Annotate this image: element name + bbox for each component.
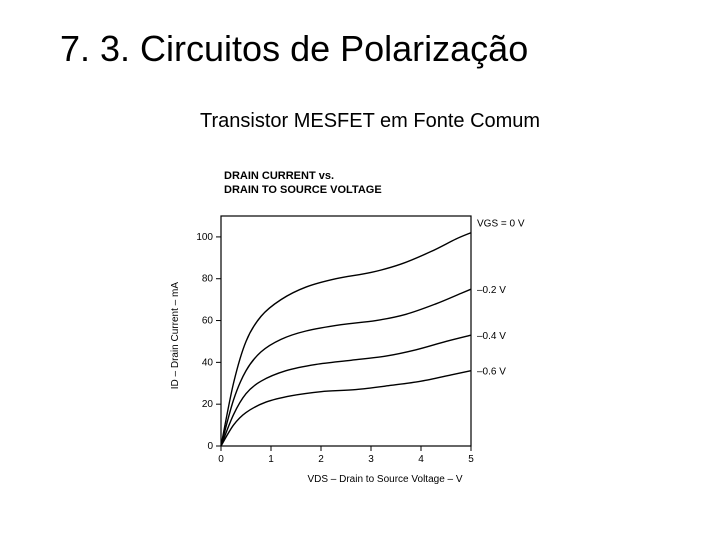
svg-text:3: 3 bbox=[368, 454, 374, 465]
svg-text:0: 0 bbox=[207, 441, 213, 452]
svg-text:–0.4 V: –0.4 V bbox=[477, 331, 506, 342]
svg-text:VGS = 0 V: VGS = 0 V bbox=[477, 218, 525, 229]
svg-text:60: 60 bbox=[202, 315, 214, 326]
svg-text:40: 40 bbox=[202, 357, 214, 368]
chart-title-line2: DRAIN TO SOURCE VOLTAGE bbox=[224, 184, 382, 196]
svg-text:20: 20 bbox=[202, 399, 214, 410]
mesfet-iv-chart: DRAIN CURRENT vs. DRAIN TO SOURCE VOLTAG… bbox=[170, 170, 550, 490]
svg-text:4: 4 bbox=[418, 454, 424, 465]
x-axis-label: VDS – Drain to Source Voltage – V bbox=[220, 474, 550, 485]
svg-text:1: 1 bbox=[268, 454, 274, 465]
y-axis-label: ID – Drain Current – mA bbox=[170, 282, 181, 389]
chart-title-line1: DRAIN CURRENT vs. bbox=[224, 170, 334, 182]
chart-svg: 0 1 2 3 4 5 0 20 40 60 80 100 VGS = 0 V –0.2 V –0.4 V –… bbox=[187, 204, 537, 468]
chart-title: DRAIN CURRENT vs. DRAIN TO SOURCE VOLTAG… bbox=[224, 170, 550, 198]
svg-text:100: 100 bbox=[196, 231, 213, 242]
svg-text:80: 80 bbox=[202, 273, 214, 284]
svg-text:2: 2 bbox=[318, 454, 324, 465]
page-title: 7. 3. Circuitos de Polarização bbox=[60, 28, 528, 70]
svg-text:–0.2 V: –0.2 V bbox=[477, 285, 506, 296]
svg-text:–0.6 V: –0.6 V bbox=[477, 366, 506, 377]
svg-text:5: 5 bbox=[468, 454, 474, 465]
page-subtitle: Transistor MESFET em Fonte Comum bbox=[200, 110, 540, 133]
svg-text:0: 0 bbox=[218, 454, 224, 465]
